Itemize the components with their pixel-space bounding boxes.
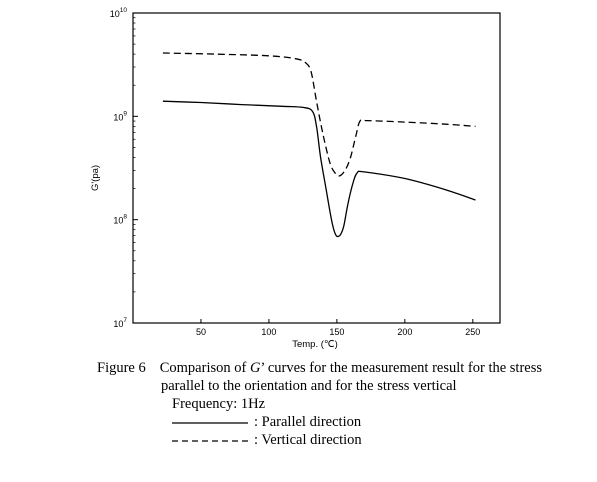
legend-dashed-line [172, 440, 248, 442]
caption-line-1: Figure 6 Comparison of G’ curves for the … [97, 360, 542, 377]
caption-text-start: Comparison of [159, 360, 250, 376]
series-vertical-line [162, 52, 476, 177]
y-tick-label: 107 [113, 317, 127, 329]
plot-frame [132, 12, 501, 324]
y-axis-label: G'(pa) [90, 165, 101, 191]
legend-parallel-label: : Parallel direction [254, 414, 362, 430]
caption-text-end: ’ curves for the measurement result for … [260, 360, 543, 376]
legend-parallel: : Parallel direction [172, 414, 361, 431]
x-axis-label: Temp. (℃) [292, 339, 338, 350]
figure-number: Figure 6 [97, 360, 146, 376]
x-tick-label: 50 [196, 327, 206, 337]
y-tick-label: 108 [113, 214, 127, 226]
legend-vertical-label: : Vertical direction [254, 432, 362, 448]
legend-solid-line [172, 422, 248, 424]
y-tick-label: 1010 [110, 7, 128, 19]
legend-vertical: : Vertical direction [172, 432, 362, 449]
x-tick-label: 100 [261, 327, 276, 337]
plot-area: 50 100 150 200 250 1010 109 108 107 [110, 7, 501, 337]
x-tick-label: 250 [465, 327, 480, 337]
caption-frequency: Frequency: 1Hz [172, 396, 266, 412]
x-tick-label: 200 [397, 327, 412, 337]
caption-line-2: parallel to the orientation and for the … [161, 378, 457, 394]
caption-symbol: G [249, 360, 261, 376]
series-parallel-line [162, 100, 476, 238]
x-tick-label: 150 [329, 327, 344, 337]
y-tick-label: 109 [113, 110, 127, 122]
